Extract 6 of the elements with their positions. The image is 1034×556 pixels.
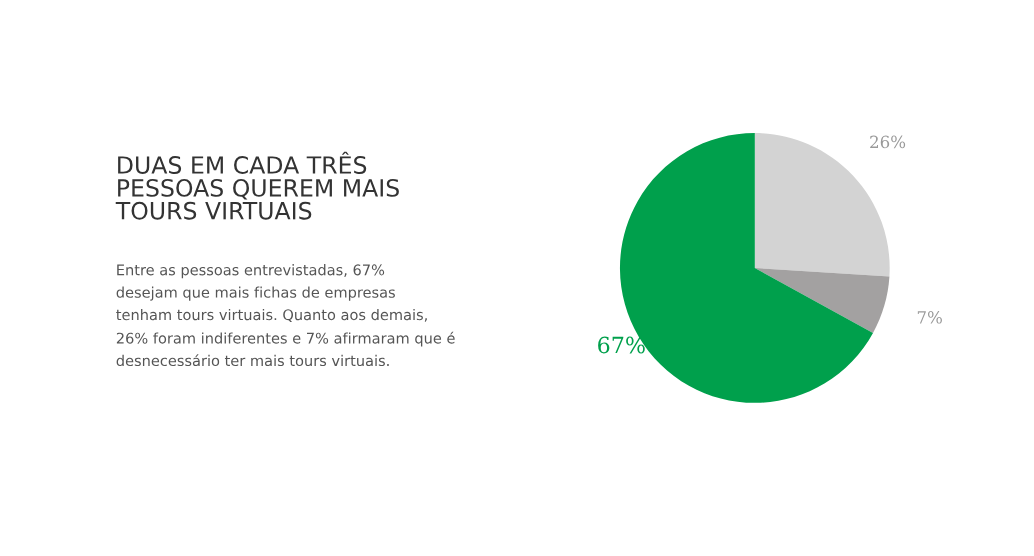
data-label: 26% — [870, 135, 906, 149]
data-label: 7% — [917, 311, 942, 324]
pie-slice — [754, 267, 890, 333]
text: Entre as pessoas entrevistadas, 67% desejam que mais fichas de empresas tenham tours virtuais. Quanto aos demais, 26% foram indiferentes e 7% afirmaram que é desnecessário ter mais tours virtuais. — [116, 264, 455, 367]
text: DUAS EM CADA TRÊS PESSOAS QUEREM MAIS TOURS VIRTUAIS — [115, 151, 399, 220]
data-label: 67% — [598, 336, 645, 354]
